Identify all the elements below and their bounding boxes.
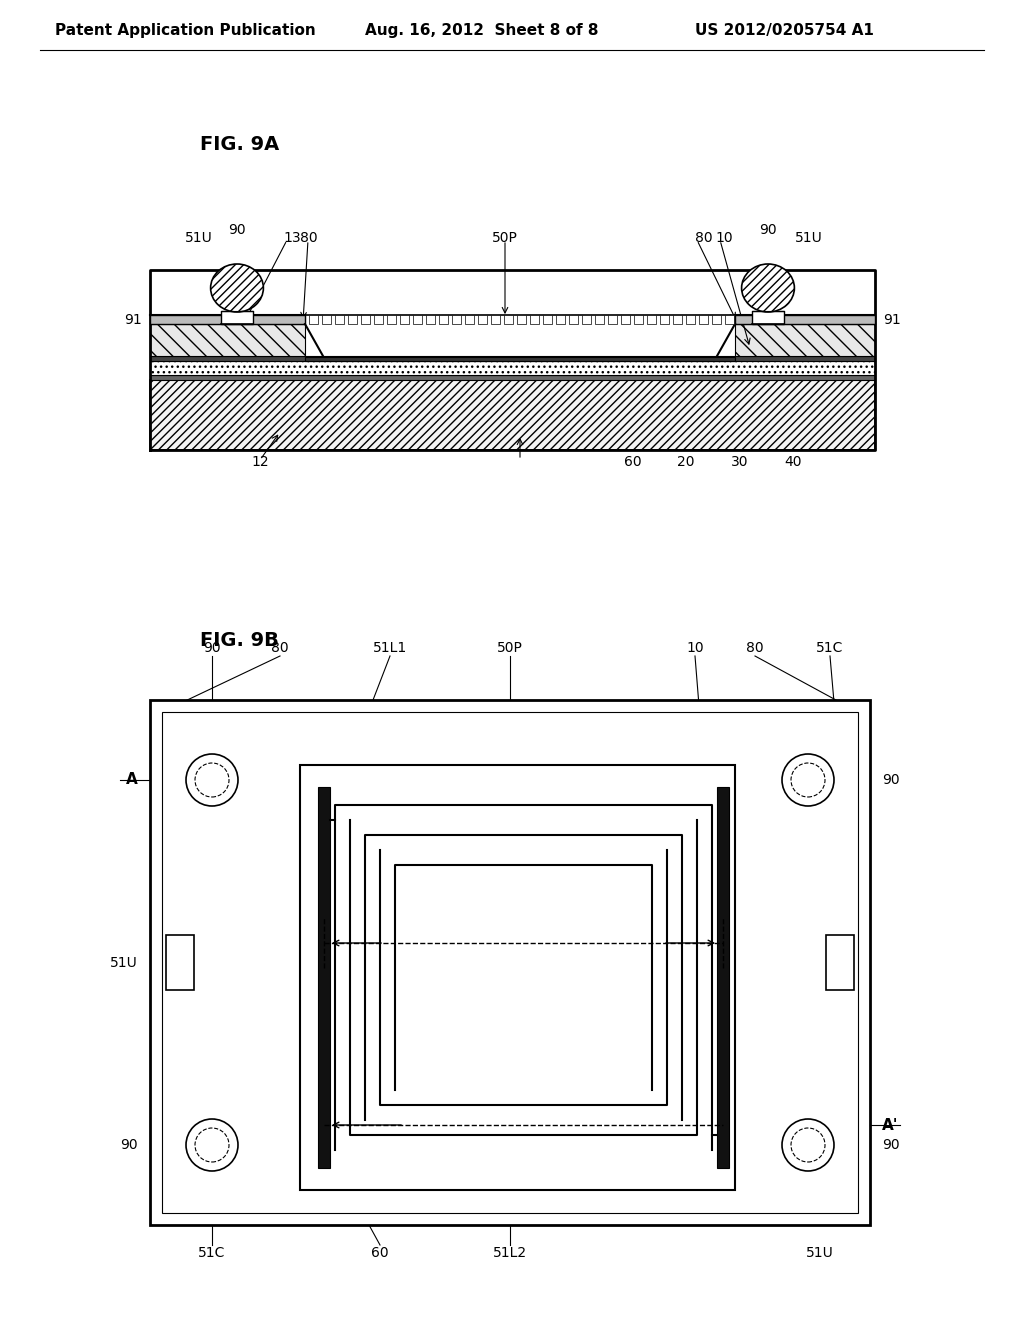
- Text: 13: 13: [283, 231, 301, 246]
- Text: 51U: 51U: [795, 231, 822, 246]
- Text: 51U: 51U: [111, 956, 138, 970]
- Bar: [556, 315, 565, 323]
- Bar: [478, 315, 487, 323]
- Text: A: A: [126, 772, 138, 788]
- Text: 51C: 51C: [816, 642, 844, 655]
- Bar: [712, 315, 721, 323]
- Bar: [686, 315, 695, 323]
- Text: Aug. 16, 2012  Sheet 8 of 8: Aug. 16, 2012 Sheet 8 of 8: [365, 22, 598, 37]
- Bar: [608, 315, 617, 323]
- Text: 80: 80: [271, 642, 289, 655]
- Text: 30: 30: [731, 455, 749, 469]
- Text: 12: 12: [251, 455, 269, 469]
- Bar: [543, 315, 552, 323]
- Bar: [621, 315, 630, 323]
- Bar: [221, 312, 253, 323]
- Ellipse shape: [211, 264, 263, 312]
- Bar: [504, 315, 513, 323]
- Bar: [735, 315, 874, 323]
- Bar: [335, 315, 344, 323]
- Text: 90: 90: [203, 642, 221, 655]
- Bar: [582, 315, 591, 323]
- Circle shape: [195, 763, 229, 797]
- Circle shape: [782, 754, 834, 807]
- Bar: [162, 711, 858, 1213]
- Text: 51U: 51U: [806, 1246, 834, 1261]
- Text: US 2012/0205754 A1: US 2012/0205754 A1: [695, 22, 873, 37]
- Bar: [150, 323, 305, 356]
- Bar: [752, 312, 784, 323]
- Bar: [348, 315, 357, 323]
- Text: 80: 80: [300, 231, 317, 246]
- Bar: [150, 375, 874, 380]
- Bar: [634, 315, 643, 323]
- Bar: [490, 315, 500, 323]
- Text: 91: 91: [883, 313, 901, 327]
- Bar: [300, 766, 735, 1191]
- Text: 90: 90: [228, 223, 246, 238]
- Circle shape: [186, 1119, 238, 1171]
- Bar: [660, 315, 669, 323]
- Text: 40: 40: [784, 455, 802, 469]
- Text: 91: 91: [124, 313, 142, 327]
- Bar: [150, 700, 870, 1225]
- Text: 51L2: 51L2: [493, 1246, 527, 1261]
- Bar: [452, 315, 461, 323]
- Bar: [569, 315, 578, 323]
- Text: 90: 90: [882, 1138, 900, 1152]
- Bar: [150, 380, 874, 450]
- Bar: [150, 360, 874, 375]
- Circle shape: [195, 1129, 229, 1162]
- Circle shape: [791, 763, 825, 797]
- Text: 51L1: 51L1: [373, 642, 408, 655]
- Bar: [150, 315, 305, 323]
- Bar: [647, 315, 656, 323]
- Bar: [387, 315, 396, 323]
- Text: 20: 20: [677, 455, 694, 469]
- Bar: [595, 315, 604, 323]
- Text: 60: 60: [625, 455, 642, 469]
- Circle shape: [186, 754, 238, 807]
- Bar: [465, 315, 474, 323]
- Bar: [309, 315, 318, 323]
- Circle shape: [791, 1129, 825, 1162]
- Text: Patent Application Publication: Patent Application Publication: [55, 22, 315, 37]
- Bar: [717, 787, 729, 1168]
- Text: 90: 90: [121, 1138, 138, 1152]
- Text: 80: 80: [746, 642, 764, 655]
- Text: FIG. 9A: FIG. 9A: [200, 136, 280, 154]
- Bar: [374, 315, 383, 323]
- Text: 51U: 51U: [185, 231, 213, 246]
- Text: 90: 90: [882, 774, 900, 787]
- Bar: [530, 315, 539, 323]
- Text: 50P: 50P: [493, 231, 518, 246]
- Text: 90: 90: [759, 223, 777, 238]
- Text: 10: 10: [686, 642, 703, 655]
- Bar: [322, 315, 331, 323]
- Bar: [318, 787, 330, 1168]
- Ellipse shape: [741, 264, 795, 312]
- Bar: [699, 315, 708, 323]
- Text: 80: 80: [695, 231, 713, 246]
- Bar: [400, 315, 409, 323]
- Bar: [413, 315, 422, 323]
- Bar: [150, 356, 874, 360]
- Bar: [826, 935, 854, 990]
- Bar: [305, 356, 735, 360]
- Bar: [735, 323, 874, 356]
- Text: 60: 60: [371, 1246, 389, 1261]
- Circle shape: [782, 1119, 834, 1171]
- Bar: [361, 315, 370, 323]
- Text: 50P: 50P: [497, 642, 523, 655]
- Bar: [517, 315, 526, 323]
- Bar: [673, 315, 682, 323]
- Text: 51C: 51C: [199, 1246, 225, 1261]
- Bar: [426, 315, 435, 323]
- Text: FIG. 9B: FIG. 9B: [200, 631, 279, 649]
- Bar: [439, 315, 449, 323]
- Text: A': A': [882, 1118, 898, 1133]
- Text: 10: 10: [715, 231, 732, 246]
- Bar: [725, 315, 734, 323]
- Bar: [166, 935, 194, 990]
